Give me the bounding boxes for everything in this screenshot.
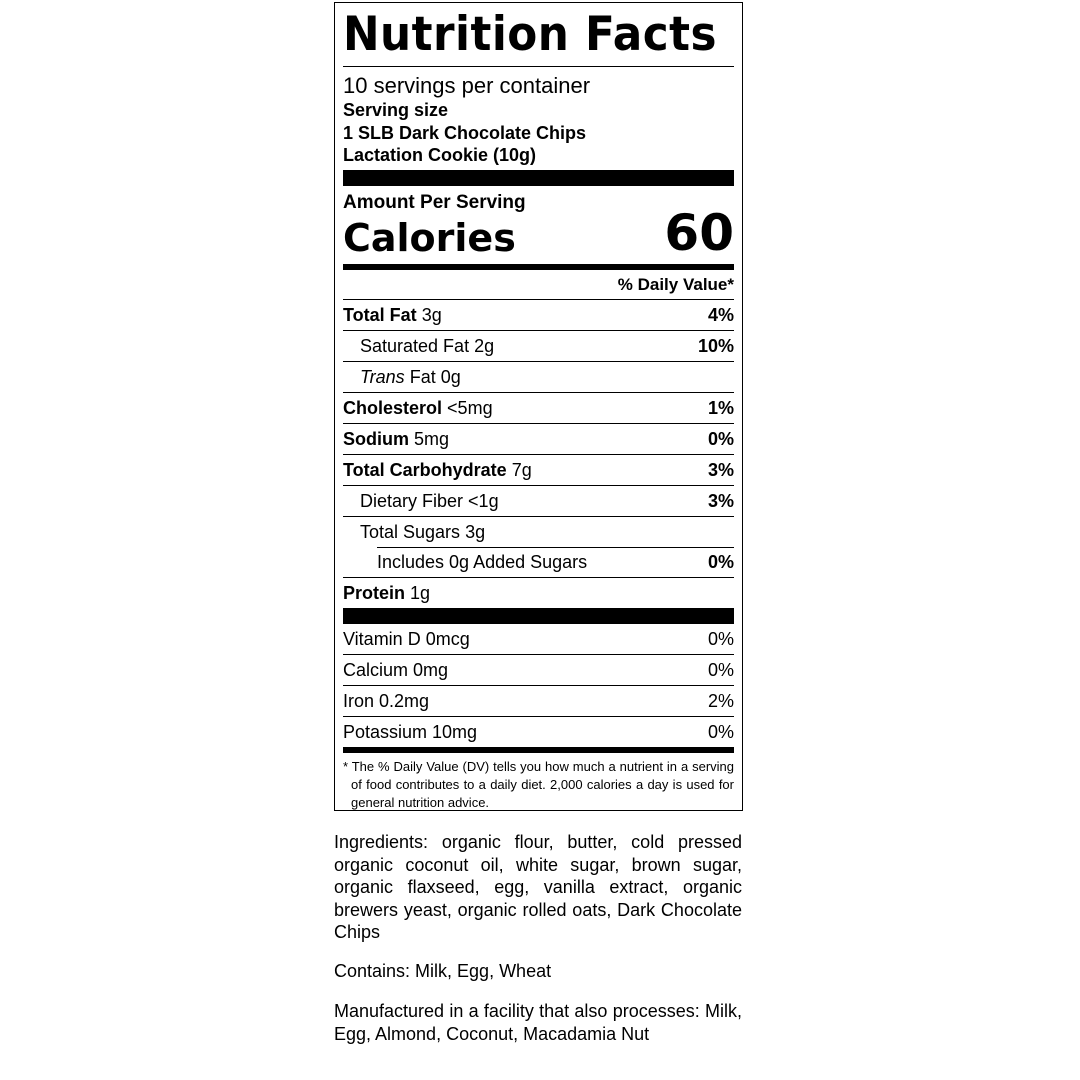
nutrient-amount: 3g [421,304,442,325]
nutrient-dv: 1% [707,397,734,418]
allergen-contains-text: Contains: Milk, Egg, Wheat [334,961,552,981]
vitamin-row: Potassium 10mg 0% [343,715,734,747]
nutrient-amount: 3g [465,521,486,542]
medium-divider [343,746,734,753]
vitamin-name: Potassium 10mg [343,721,478,742]
nutrient-dv: 4% [707,304,734,325]
nutrient-name: Cholesterol [343,397,443,418]
nutrient-name: Sodium [343,428,409,449]
amount-per-serving: Amount Per Serving [343,191,526,213]
nutrient-amount: <1g [468,490,499,511]
facility-statement: Manufactured in a facility that also pro… [334,1001,742,1044]
vitamin-row: Iron 0.2mg 2% [343,684,734,716]
nutrient-name: Includes 0g Added Sugars [377,551,588,572]
nutrient-amount: 0g [440,366,461,387]
vitamin-row: Vitamin D 0mcg 0% [343,624,734,654]
thick-divider [343,169,734,186]
thick-divider [343,607,734,624]
vitamin-dv: 0% [707,628,734,649]
calories-label: Calories [343,215,516,260]
nutrient-row-cholesterol: Cholesterol <5mg 1% [343,391,734,423]
vitamin-name: Calcium 0mg [343,659,449,680]
label-title: Nutrition Facts [343,7,717,62]
nutrient-amount: 1g [410,582,431,603]
vitamin-list: Vitamin D 0mcg 0% Calcium 0mg 0% Iron 0.… [343,624,734,747]
medium-divider [343,263,734,270]
nutrient-dv: 0% [707,551,734,572]
nutrient-amount: 7g [511,459,532,480]
servings-per-container: 10 servings per container [343,73,591,98]
daily-value-header: % Daily Value* [343,270,734,300]
vitamin-dv: 0% [707,721,734,742]
nutrient-name: Trans [360,366,405,387]
divider [343,66,734,67]
nutrient-dv: 3% [707,490,734,511]
vitamin-name: Vitamin D 0mcg [343,628,470,649]
nutrient-name: Total Sugars [360,521,461,542]
nutrient-row-trans-fat: Trans Fat 0g [343,360,734,392]
nutrient-dv: 3% [707,459,734,480]
nutrient-row-added-sugars: Includes 0g Added Sugars 0% [343,546,734,577]
serving-size-line: 1 SLB Dark Chocolate Chips [343,122,587,143]
nutrition-facts-label: Nutrition Facts 10 servings per containe… [334,2,743,811]
serving-size-line: Lactation Cookie (10g) [343,145,537,165]
nutrient-list: Total Fat 3g 4% Saturated Fat 2g 10% Tra… [343,300,734,608]
ingredients-text: Ingredients: organic flour, butter, cold… [334,832,742,942]
daily-value-footnote: * The % Daily Value (DV) tells you how m… [343,758,734,810]
nutrient-name: Saturated Fat [360,335,470,356]
nutrient-dv: 10% [697,335,734,356]
calories-value: 60 [664,203,734,262]
nutrient-amount: 5mg [414,428,450,449]
nutrient-name: Total Fat [343,304,417,325]
nutrient-amount: <5mg [447,397,493,418]
vitamin-dv: 0% [707,659,734,680]
nutrient-name: Protein [343,582,406,603]
vitamin-dv: 2% [707,690,734,711]
nutrient-row-dietary-fiber: Dietary Fiber <1g 3% [343,484,734,516]
calories-row: Calories 60 [343,203,734,262]
nutrient-name: Dietary Fiber [360,490,464,511]
serving-size-label: Serving size [343,100,449,120]
nutrient-dv: 0% [707,428,734,449]
nutrient-row-total-fat: Total Fat 3g 4% [343,300,734,330]
vitamin-name: Iron 0.2mg [343,690,430,711]
nutrient-row-protein: Protein 1g [343,576,734,608]
nutrient-row-total-sugars: Total Sugars 3g [343,515,734,547]
nutrient-row-total-carbohydrate: Total Carbohydrate 7g 3% [343,453,734,485]
nutrient-row-sodium: Sodium 5mg 0% [343,422,734,454]
nutrient-name-suffix: Fat [409,366,436,387]
nutrient-row-saturated-fat: Saturated Fat 2g 10% [343,329,734,361]
nutrient-name: Total Carbohydrate [343,459,507,480]
vitamin-row: Calcium 0mg 0% [343,653,734,685]
nutrient-amount: 2g [474,335,495,356]
